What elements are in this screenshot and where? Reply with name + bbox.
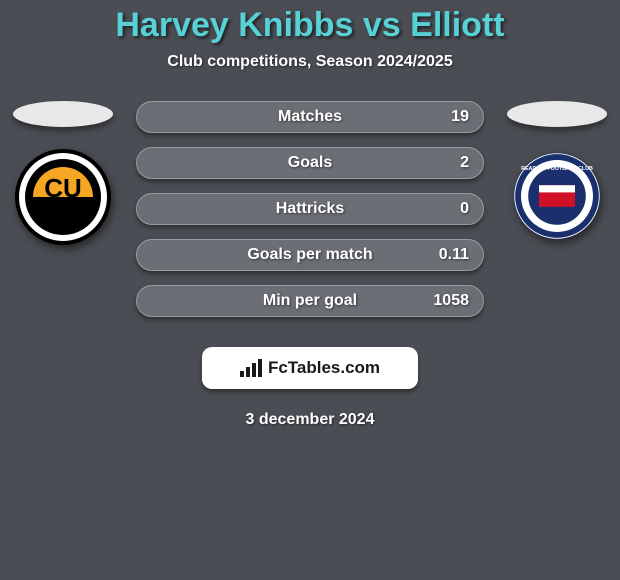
right-player-placeholder <box>507 101 607 127</box>
page-subtitle: Club competitions, Season 2024/2025 <box>0 53 620 71</box>
stat-value: 19 <box>451 108 469 126</box>
right-side: READING FOOTBALL CLUB EST 1871 <box>502 101 612 241</box>
stats-bars: Matches 19 Goals 2 Hattricks 0 Goals per match… <box>118 101 502 331</box>
svg-text:EST 1871: EST 1871 <box>545 226 569 232</box>
page-title: Harvey Knibbs vs Elliott <box>0 0 620 45</box>
stat-label: Hattricks <box>276 200 344 218</box>
svg-text:CU: CU <box>44 173 82 203</box>
stat-value: 0.11 <box>439 246 469 264</box>
date-text: 3 december 2024 <box>0 411 620 429</box>
stat-bar: Matches 19 <box>136 101 484 133</box>
stat-label: Min per goal <box>263 292 357 310</box>
brand-box[interactable]: FcTables.com <box>202 347 418 389</box>
svg-text:READING FOOTBALL CLUB: READING FOOTBALL CLUB <box>521 166 593 172</box>
stat-bar: Goals 2 <box>136 147 484 179</box>
stat-bar: Hattricks 0 <box>136 193 484 225</box>
stat-label: Matches <box>278 108 342 126</box>
stat-label: Goals <box>288 154 332 172</box>
left-club-badge: CU <box>13 147 113 247</box>
stat-bar: Goals per match 0.11 <box>136 239 484 271</box>
main-row: CU Matches 19 Goals 2 Hattricks 0 Goals per ma… <box>0 101 620 331</box>
stat-bar: Min per goal 1058 <box>136 285 484 317</box>
chart-icon <box>240 359 262 377</box>
stat-value: 2 <box>460 154 469 172</box>
left-side: CU <box>8 101 118 247</box>
stat-value: 1058 <box>433 292 469 310</box>
left-player-placeholder <box>13 101 113 127</box>
stat-label: Goals per match <box>247 246 372 264</box>
brand-text: FcTables.com <box>268 358 380 378</box>
right-club-badge: READING FOOTBALL CLUB EST 1871 <box>512 151 602 241</box>
stat-value: 0 <box>460 200 469 218</box>
